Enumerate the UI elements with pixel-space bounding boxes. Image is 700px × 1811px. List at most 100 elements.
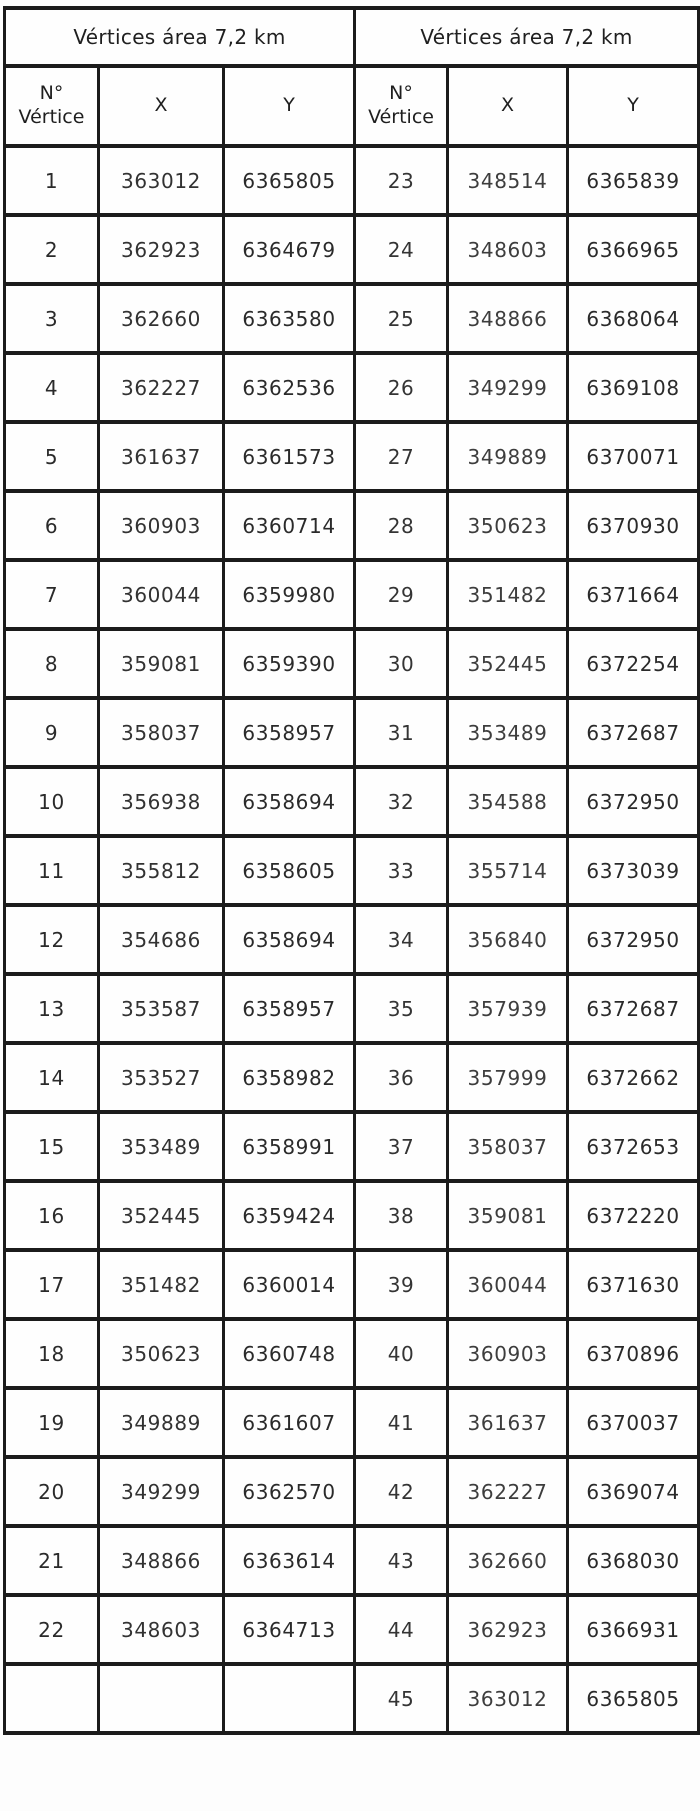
x-coordinate-cell: 348603 [446,213,570,286]
table-row: 5 361637 6361573 27 349889 6370071 [3,420,700,493]
y-coordinate-cell: 6358605 [221,834,357,907]
y-coordinate-cell: 6366931 [566,1593,700,1666]
x-coordinate-cell: 348866 [97,1524,225,1597]
x-coordinate-cell: 360903 [446,1317,570,1390]
x-coordinate-cell: 359081 [446,1179,570,1252]
x-coordinate-cell: 352445 [97,1179,225,1252]
y-coordinate-cell: 6362570 [221,1455,357,1528]
vertex-number-cell: 10 [3,765,100,838]
x-coordinate-cell: 350623 [446,489,570,562]
right-table-title: Vértices área 7,2 km [353,6,700,68]
vertex-number-cell: 11 [3,834,100,907]
vertex-number-cell: 15 [3,1110,100,1183]
y-coordinate-cell: 6369074 [566,1455,700,1528]
y-coordinate-cell: 6368064 [566,282,700,355]
y-coordinate-cell: 6358957 [221,696,357,769]
left-col-header-x: X [97,64,225,148]
x-coordinate-cell: 362923 [97,213,225,286]
vertex-number-cell: 22 [3,1593,100,1666]
vertex-number-cell: 44 [353,1593,450,1666]
vertex-number-cell: 3 [3,282,100,355]
x-coordinate-cell: 356938 [97,765,225,838]
table-row: 19 349889 6361607 41 361637 6370037 [3,1386,700,1459]
vertex-number-cell: 13 [3,972,100,1045]
vertex-number-cell: 36 [353,1041,450,1114]
y-coordinate-cell [221,1662,357,1735]
y-coordinate-cell: 6365805 [221,144,357,217]
table-row: 15 353489 6358991 37 358037 6372653 [3,1110,700,1183]
vertex-number-cell: 9 [3,696,100,769]
vertex-number-cell: 32 [353,765,450,838]
y-coordinate-cell: 6359424 [221,1179,357,1252]
vertex-number-cell: 19 [3,1386,100,1459]
right-col-header-y: Y [566,64,700,148]
y-coordinate-cell: 6358982 [221,1041,357,1114]
vertex-number-cell: 43 [353,1524,450,1597]
x-coordinate-cell: 348866 [446,282,570,355]
table-row: 4 362227 6362536 26 349299 6369108 [3,351,700,424]
right-col-header-x: X [446,64,570,148]
vertex-number-cell: 6 [3,489,100,562]
y-coordinate-cell: 6364679 [221,213,357,286]
vertex-number-cell: 2 [3,213,100,286]
x-coordinate-cell: 353587 [97,972,225,1045]
y-coordinate-cell: 6364713 [221,1593,357,1666]
table-row: 22 348603 6364713 44 362923 6366931 [3,1593,700,1666]
table-row: 1 363012 6365805 23 348514 6365839 [3,144,700,217]
y-coordinate-cell: 6359980 [221,558,357,631]
x-coordinate-cell: 363012 [446,1662,570,1735]
vertex-number-cell: 18 [3,1317,100,1390]
x-coordinate-cell: 357999 [446,1041,570,1114]
y-coordinate-cell: 6371664 [566,558,700,631]
table-row: 17 351482 6360014 39 360044 6371630 [3,1248,700,1321]
left-col-header-y: Y [221,64,357,148]
x-coordinate-cell: 352445 [446,627,570,700]
x-coordinate-cell: 353489 [446,696,570,769]
y-coordinate-cell: 6361573 [221,420,357,493]
x-coordinate-cell: 362227 [446,1455,570,1528]
y-coordinate-cell: 6372950 [566,765,700,838]
table-row: 13 353587 6358957 35 357939 6372687 [3,972,700,1045]
vertex-number-cell: 8 [3,627,100,700]
x-coordinate-cell: 349889 [446,420,570,493]
vertex-number-cell: 25 [353,282,450,355]
y-coordinate-cell: 6370930 [566,489,700,562]
y-coordinate-cell: 6372687 [566,696,700,769]
left-col-header-num-vertice: N° Vértice [3,64,100,148]
x-coordinate-cell: 355812 [97,834,225,907]
table-row: 7 360044 6359980 29 351482 6371664 [3,558,700,631]
table-row: 9 358037 6358957 31 353489 6372687 [3,696,700,769]
vertex-number-cell: 23 [353,144,450,217]
x-coordinate-cell: 362227 [97,351,225,424]
y-coordinate-cell: 6360748 [221,1317,357,1390]
x-coordinate-cell [97,1662,225,1735]
table-row: 3 362660 6363580 25 348866 6368064 [3,282,700,355]
y-coordinate-cell: 6360714 [221,489,357,562]
table-row: 18 350623 6360748 40 360903 6370896 [3,1317,700,1390]
vertex-number-cell: 39 [353,1248,450,1321]
table-row: 21 348866 6363614 43 362660 6368030 [3,1524,700,1597]
vertex-number-cell: 31 [353,696,450,769]
vertex-number-cell: 21 [3,1524,100,1597]
vertex-number-cell: 30 [353,627,450,700]
y-coordinate-cell: 6359390 [221,627,357,700]
table-row: 2 362923 6364679 24 348603 6366965 [3,213,700,286]
vertex-number-cell: 7 [3,558,100,631]
vertex-number-cell: 14 [3,1041,100,1114]
x-coordinate-cell: 362660 [446,1524,570,1597]
x-coordinate-cell: 358037 [446,1110,570,1183]
x-coordinate-cell: 351482 [97,1248,225,1321]
x-coordinate-cell: 361637 [97,420,225,493]
x-coordinate-cell: 357939 [446,972,570,1045]
y-coordinate-cell: 6363580 [221,282,357,355]
column-header-row: N° Vértice X Y N° Vértice X Y [3,64,700,148]
vertices-coordinates-table: Vértices área 7,2 km Vértices área 7,2 k… [2,6,700,1735]
x-coordinate-cell: 356840 [446,903,570,976]
vertex-number-cell: 26 [353,351,450,424]
x-coordinate-cell: 350623 [97,1317,225,1390]
x-coordinate-cell: 354686 [97,903,225,976]
vertex-number-cell: 35 [353,972,450,1045]
x-coordinate-cell: 358037 [97,696,225,769]
x-coordinate-cell: 349299 [97,1455,225,1528]
